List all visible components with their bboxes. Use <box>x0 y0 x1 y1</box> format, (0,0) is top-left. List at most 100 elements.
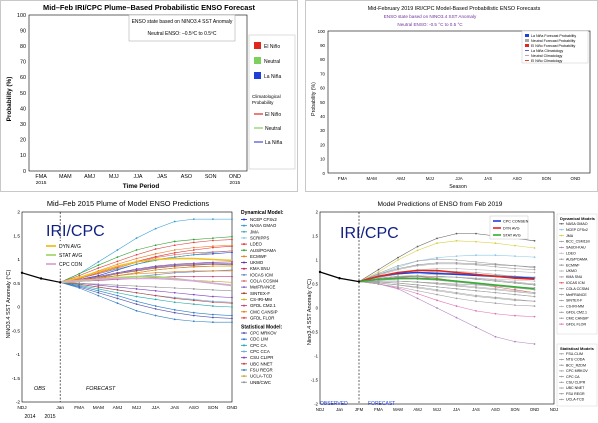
observed-point <box>39 277 43 280</box>
model-point-aus-poama <box>135 249 138 251</box>
x-tick-label: OND <box>229 174 241 180</box>
model-line-jma <box>358 240 535 282</box>
x-tick-label: JJA <box>134 174 143 180</box>
legend-cola-ccsm4: COLA CCSM4 <box>566 287 589 291</box>
model-point-cpc-ca <box>135 295 138 298</box>
y-tick-label: 60 <box>20 75 26 81</box>
legend-marker-metfrance <box>560 293 563 296</box>
legend-clim-neutral: Neutral Climatology <box>531 54 563 58</box>
model-point-csu-clipr <box>231 296 233 299</box>
model-point-cs-iri-mm <box>231 265 233 268</box>
x-tick-label: NDJ <box>17 405 27 411</box>
legend-marker-scripps <box>243 236 245 239</box>
legend-cpc-ca: CPC CA <box>250 343 267 348</box>
model-point-ecmwf <box>192 246 195 249</box>
model-point-csu-clipr <box>475 277 477 280</box>
model-line-ubc-nnet <box>358 281 535 302</box>
model-point-fsu-regr <box>416 281 419 283</box>
model-point-bcc-rzdm <box>494 288 497 291</box>
y-tick-label: 1.5 <box>312 234 318 239</box>
model-point-ecmwf <box>494 263 497 266</box>
model-point-fsu-regr <box>475 284 477 286</box>
legend-bcc-rzdm: BCC_RZDM <box>566 363 586 367</box>
x-tick-label: MAM <box>367 176 378 181</box>
model-point-cdc-lim <box>116 294 119 297</box>
model-point-ubc-nnet <box>514 298 516 301</box>
legend-marker-cmc-cansip <box>560 317 563 319</box>
model-point-gfdl-flor <box>494 312 497 315</box>
averages-legend: CPC CONSEN DYN AVG STAT AVG <box>489 215 529 240</box>
legend-unb-cwc: UNB/CWC <box>250 380 271 385</box>
model-point-ntu-coda <box>455 297 458 300</box>
model-point-ecmwf <box>116 263 119 266</box>
legend-marker-nasa-gmao <box>560 223 563 225</box>
model-point-gfdl-flor <box>455 305 458 307</box>
legend-ubc-nnet: UBC NNET <box>566 386 585 390</box>
model-line-ncep-cfsv2 <box>60 252 233 283</box>
legend-dyn-avg: DYN AVG <box>503 227 520 231</box>
x-tick-label: AMJ <box>84 174 95 180</box>
x-tick-label: MAM <box>59 174 72 180</box>
y-tick-label: 0.5 <box>13 281 20 287</box>
model-point-aus-poama <box>475 261 477 263</box>
legend-clim-neutral: Neutral <box>265 126 281 132</box>
year-label-2014: 2014 <box>24 414 35 420</box>
x-tick-label: NDJ <box>550 407 558 412</box>
model-point-ncep-cfsv2 <box>533 256 536 259</box>
model-point-aus-poama <box>455 259 458 261</box>
model-point-ncep-cfsv2 <box>436 256 438 259</box>
model-point-gfdl-cm2-1 <box>192 275 195 278</box>
legend-iocas-icm: IOCAS ICM <box>250 272 273 277</box>
y-axis-title: Nino3.4 SST Anomaly (°C) <box>307 279 313 345</box>
legend-marker-nasa-gmao <box>243 224 245 227</box>
model-point-cpc-mrkov <box>212 316 214 319</box>
model-point-cpc-ca <box>533 295 536 298</box>
model-line-gfdl-flor <box>358 281 535 317</box>
model-point-fsu-regr <box>455 283 458 285</box>
model-point-nasa-gmao <box>416 245 419 248</box>
legend-clim-title-1: Climatological <box>252 94 281 99</box>
x-tick-label: AMJ <box>396 176 405 181</box>
legend-ncep-cfsv2: NCEP CFSv2 <box>250 217 277 222</box>
legend-cpc-con: CPC CON <box>59 262 82 268</box>
legend-statistical-title: Statistical Models <box>560 346 595 351</box>
model-point-nasa-gmao <box>397 256 399 259</box>
model-line-ecmwf <box>358 262 535 282</box>
model-point-cpc-ca <box>116 291 119 294</box>
legend-dynamical-title: Dynamical Model: <box>241 210 284 216</box>
legend-label-la-nina: La Niña <box>264 74 281 80</box>
legend-aus-poama: AUS/POAMA <box>566 257 588 261</box>
model-point-cola-ccsm4 <box>116 267 119 269</box>
model-point-ubc-nnet <box>416 285 419 288</box>
x-tick-label: JAS <box>170 405 179 411</box>
model-point-aus-poama <box>192 238 195 241</box>
chart-title: Model Predictions of ENSO from Feb 2019 <box>378 201 503 208</box>
model-point-gfdl-flor <box>116 260 119 263</box>
model-point-gfdl-flor <box>416 292 419 295</box>
legend-marker-ecmwf <box>243 255 245 258</box>
model-point-gfdl-flor <box>135 253 138 256</box>
legend-bcc-csm11m: BCC_CSM11m <box>566 240 590 244</box>
y-tick-label: 10 <box>20 153 26 159</box>
legend-jma: JMA <box>566 234 574 238</box>
observed-label: OBSERVED <box>320 401 348 407</box>
y-tick-label: 20 <box>320 142 325 147</box>
legend-marker-ncep-cfsv2 <box>243 218 245 221</box>
model-point-bcc-rzdm <box>514 290 516 293</box>
x-tick-label: NDJ <box>316 407 324 412</box>
model-point-unb-cwc <box>212 289 214 291</box>
model-point-ubc-nnet <box>397 284 399 286</box>
model-point-nasa-gmao <box>154 227 157 230</box>
legend-marker-cpc-ca <box>560 375 563 378</box>
model-point-ldeo <box>212 246 214 249</box>
model-point-gfdl-flor <box>514 314 516 317</box>
model-point-nasa-gmao <box>135 237 138 240</box>
model-point-fsu-regr <box>97 294 100 297</box>
y-tick-label: 10 <box>320 157 325 162</box>
y-tick-label: -1 <box>314 354 318 359</box>
model-point-gfdl-cm2-1 <box>231 275 233 278</box>
model-point-kma-snu <box>475 271 477 274</box>
model-point-gfdl-flor <box>231 238 233 241</box>
model-point-fsu-regr <box>78 287 81 289</box>
